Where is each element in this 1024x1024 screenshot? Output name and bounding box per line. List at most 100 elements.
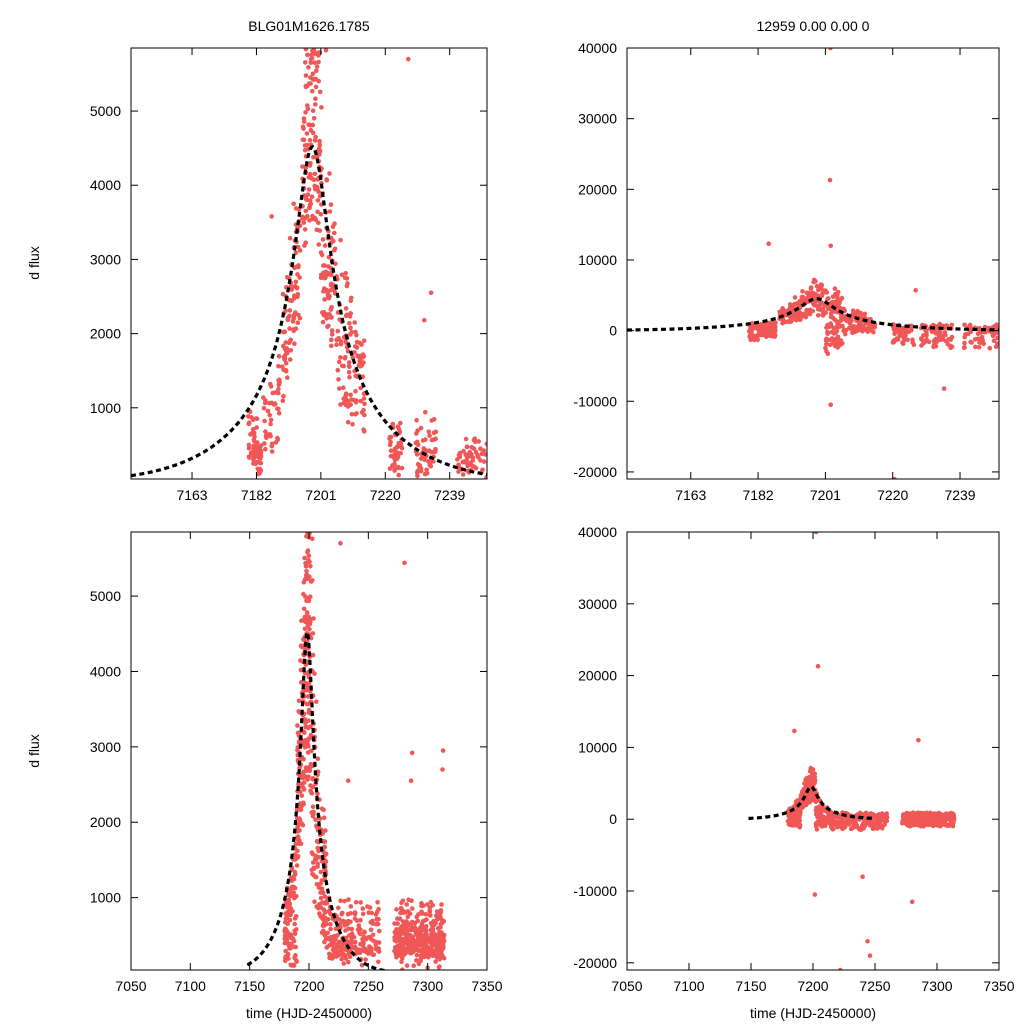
data-point bbox=[288, 348, 294, 353]
data-point bbox=[414, 418, 419, 423]
data-point bbox=[803, 314, 809, 320]
data-point bbox=[258, 443, 264, 448]
data-point bbox=[431, 948, 437, 953]
data-point bbox=[251, 446, 256, 452]
data-point bbox=[276, 411, 282, 416]
data-point bbox=[355, 354, 361, 359]
data-point bbox=[317, 142, 323, 148]
data-point bbox=[283, 368, 289, 373]
data-point bbox=[793, 799, 799, 805]
data-point bbox=[254, 416, 260, 422]
data-point bbox=[281, 393, 286, 399]
data-point bbox=[341, 385, 346, 391]
data-point bbox=[301, 116, 307, 121]
data-point bbox=[849, 318, 854, 324]
y-tick-label: 4000 bbox=[90, 177, 121, 193]
data-point bbox=[423, 448, 429, 453]
data-point bbox=[267, 400, 272, 406]
data-point bbox=[857, 319, 862, 325]
data-point bbox=[306, 694, 311, 699]
data-point bbox=[350, 422, 355, 427]
data-point bbox=[792, 728, 797, 734]
data-point bbox=[481, 459, 487, 464]
data-point bbox=[281, 329, 286, 335]
data-point bbox=[480, 467, 485, 473]
data-point bbox=[349, 411, 355, 417]
data-point bbox=[349, 397, 354, 402]
data-point bbox=[261, 395, 266, 400]
data-point bbox=[969, 340, 974, 345]
data-point bbox=[403, 923, 408, 929]
data-point bbox=[935, 817, 941, 822]
data-point bbox=[313, 102, 318, 107]
data-point bbox=[358, 398, 364, 404]
data-point bbox=[804, 307, 809, 313]
data-point bbox=[426, 448, 432, 454]
data-point bbox=[307, 205, 312, 211]
data-point bbox=[291, 885, 296, 891]
data-point bbox=[312, 899, 317, 904]
data-point bbox=[467, 449, 473, 455]
data-point bbox=[828, 402, 833, 408]
data-point bbox=[410, 906, 415, 911]
data-point bbox=[948, 343, 953, 349]
data-point bbox=[344, 312, 350, 318]
data-point bbox=[949, 322, 955, 328]
data-point bbox=[295, 855, 300, 861]
data-point bbox=[304, 142, 310, 148]
data-point bbox=[945, 823, 951, 828]
data-point bbox=[306, 614, 311, 619]
data-point bbox=[308, 175, 314, 181]
data-point bbox=[835, 334, 841, 340]
data-point bbox=[473, 465, 479, 471]
data-point bbox=[314, 68, 319, 74]
data-point bbox=[315, 769, 321, 774]
data-point bbox=[310, 578, 315, 583]
data-point bbox=[823, 808, 828, 814]
y-axis-title-top-left: d flux bbox=[26, 246, 42, 279]
data-point bbox=[310, 213, 315, 219]
data-point bbox=[283, 948, 289, 954]
data-point bbox=[868, 823, 874, 828]
data-point bbox=[308, 171, 313, 177]
x-tick-label: 7100 bbox=[673, 978, 704, 994]
data-point bbox=[301, 591, 306, 597]
data-point bbox=[296, 841, 302, 846]
data-point bbox=[285, 275, 290, 280]
data-point bbox=[363, 957, 368, 962]
data-point bbox=[299, 793, 305, 798]
data-point bbox=[933, 813, 938, 818]
y-axis-title-bottom-left: d flux bbox=[26, 734, 42, 767]
data-point bbox=[343, 355, 348, 360]
data-point bbox=[276, 386, 281, 392]
data-point bbox=[251, 437, 257, 443]
data-point bbox=[316, 242, 322, 247]
data-point bbox=[324, 312, 330, 317]
data-point bbox=[310, 813, 316, 819]
data-point bbox=[269, 214, 275, 219]
data-point bbox=[346, 360, 352, 365]
data-point bbox=[916, 737, 921, 743]
chart-panel-top-left: 7163 7182 7201 7220 7239 1000 2000 3000 4000 5000 bbox=[90, 47, 488, 503]
data-point bbox=[424, 902, 430, 907]
data-point bbox=[294, 285, 300, 291]
data-point bbox=[313, 817, 318, 823]
data-point bbox=[942, 812, 948, 817]
data-point bbox=[310, 536, 315, 542]
data-point bbox=[308, 81, 313, 86]
data-point bbox=[830, 309, 835, 315]
data-point bbox=[348, 941, 353, 947]
data-point bbox=[317, 89, 323, 95]
data-point bbox=[915, 816, 920, 821]
data-point bbox=[406, 56, 411, 62]
y-tick-label: -20000 bbox=[573, 464, 617, 480]
data-point bbox=[304, 131, 310, 136]
data-point bbox=[332, 935, 338, 941]
x-tick-label: 7200 bbox=[797, 978, 828, 994]
data-point bbox=[409, 925, 414, 931]
data-point bbox=[843, 331, 848, 337]
plot-frame bbox=[626, 47, 1000, 480]
data-point bbox=[858, 827, 864, 832]
x-axis-title-bottom-right: time (HJD-2450000) bbox=[750, 1005, 876, 1021]
data-point bbox=[348, 392, 353, 398]
